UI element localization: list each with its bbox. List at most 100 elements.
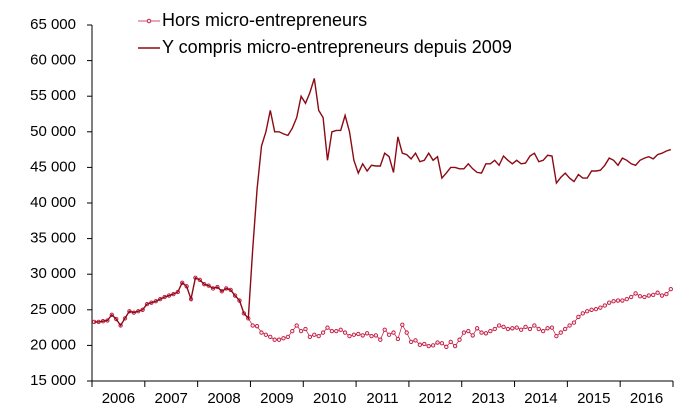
series-marker	[404, 330, 409, 335]
series-marker	[378, 337, 383, 342]
series-marker	[474, 326, 480, 331]
series-marker	[457, 337, 462, 342]
series-marker	[668, 287, 673, 292]
series-marker	[452, 343, 458, 349]
y-tick-label: 60 000	[30, 52, 76, 69]
series-marker	[580, 311, 585, 316]
x-tick-label: 2006	[102, 390, 135, 407]
series-marker	[430, 343, 436, 348]
y-tick-label: 45 000	[30, 158, 76, 175]
x-tick-label: 2007	[155, 390, 188, 407]
y-tick-label: 30 000	[30, 265, 76, 282]
series-marker	[347, 333, 352, 339]
series-marker	[527, 326, 533, 332]
series-marker	[585, 309, 590, 314]
series-marker	[637, 294, 643, 299]
x-tick-label: 2011	[366, 390, 398, 407]
series-marker	[254, 324, 260, 329]
series-marker	[655, 290, 660, 295]
x-tick-label: 2010	[313, 390, 346, 407]
y-tick-label: 65 000	[30, 16, 76, 33]
y-tick-label: 20 000	[30, 336, 76, 353]
series-marker	[281, 336, 286, 341]
series-marker	[268, 334, 273, 340]
series-marker	[250, 323, 255, 328]
series-marker	[448, 339, 453, 344]
series-marker	[408, 339, 414, 344]
x-tick-label: 2014	[524, 390, 557, 407]
series-marker	[523, 324, 528, 330]
y-tick-label: 40 000	[30, 194, 76, 211]
series-marker	[629, 294, 634, 300]
series-marker	[664, 291, 669, 297]
series-marker	[356, 331, 361, 337]
series-marker	[342, 330, 348, 335]
series-marker	[646, 293, 651, 298]
y-tick-label: 15 000	[30, 372, 76, 389]
series-marker	[483, 331, 489, 336]
series-marker	[395, 336, 401, 342]
series-marker	[545, 326, 550, 331]
series-marker	[488, 329, 493, 334]
series-marker	[589, 307, 594, 312]
y-tick-label: 55 000	[30, 87, 76, 104]
x-tick-label: 2015	[577, 390, 610, 407]
series-marker	[426, 343, 431, 349]
series-marker	[567, 323, 572, 328]
x-tick-label: 2012	[419, 390, 452, 407]
series-marker	[461, 330, 467, 335]
series-marker	[382, 327, 387, 332]
series-marker	[496, 323, 502, 328]
legend-marker	[146, 18, 152, 24]
series-marker	[320, 330, 326, 335]
series-marker	[479, 330, 484, 335]
series-marker	[400, 322, 405, 327]
series-marker	[391, 330, 396, 335]
series-marker	[285, 334, 291, 340]
series-marker	[329, 329, 335, 334]
series-marker	[369, 333, 374, 339]
series-marker	[276, 337, 282, 342]
legend-label: Y compris micro-entrepreneurs depuis 200…	[162, 37, 512, 57]
series-marker	[444, 344, 449, 349]
series-marker	[325, 325, 330, 330]
series-marker	[571, 320, 577, 325]
series-marker	[558, 330, 563, 335]
series-marker	[536, 326, 541, 332]
series-marker	[607, 300, 612, 305]
series-marker	[501, 324, 506, 330]
series-marker	[294, 323, 299, 328]
series-marker	[549, 325, 555, 330]
series-marker	[505, 326, 511, 332]
series-marker	[563, 326, 568, 332]
legend-label: Hors micro-entrepreneurs	[162, 10, 367, 30]
series-marker	[651, 292, 656, 297]
series-marker	[576, 314, 581, 320]
series-marker	[307, 334, 313, 340]
series-marker	[417, 342, 423, 347]
series-marker	[541, 329, 546, 334]
y-tick-label: 25 000	[30, 301, 76, 318]
series-marker	[439, 341, 445, 346]
series-marker	[492, 326, 497, 332]
x-tick-label: 2008	[207, 390, 240, 407]
series-marker	[303, 326, 308, 332]
series-marker	[386, 332, 392, 337]
series-marker	[470, 333, 475, 338]
series-marker	[510, 326, 515, 331]
series-marker	[554, 333, 559, 339]
series-marker	[659, 293, 665, 298]
series-marker	[518, 327, 524, 332]
x-tick-label: 2016	[630, 390, 663, 407]
series-marker	[593, 306, 599, 312]
series-marker	[259, 330, 264, 335]
series-marker	[351, 332, 357, 337]
series-marker	[633, 291, 638, 296]
series-marker	[316, 333, 321, 339]
series-line	[94, 78, 672, 327]
series-marker	[624, 296, 629, 302]
series-marker	[422, 341, 427, 347]
series-marker	[602, 303, 607, 308]
y-tick-label: 50 000	[30, 123, 76, 140]
